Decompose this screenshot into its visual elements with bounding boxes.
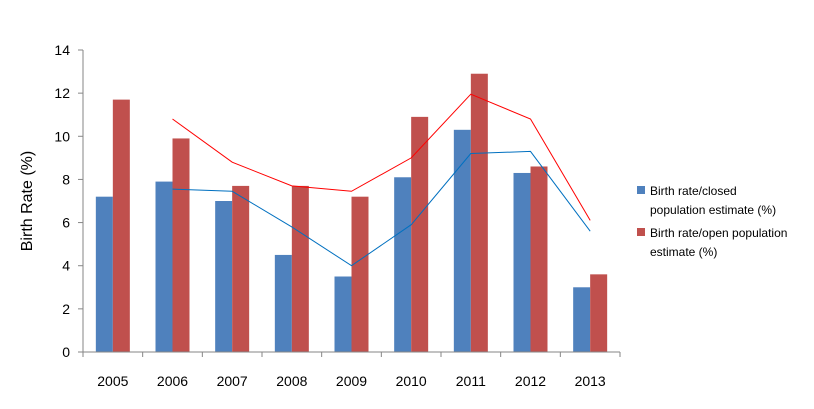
y-axis-title: Birth Rate (%) [19, 151, 36, 251]
x-tick-label: 2006 [157, 373, 188, 389]
legend-label-2: estimate (%) [650, 245, 717, 259]
y-tick-label: 6 [62, 215, 70, 231]
x-tick-label: 2013 [575, 373, 606, 389]
legend-label-1: population estimate (%) [650, 203, 776, 217]
legend: Birth rate/closed population estimate (%)… [637, 184, 787, 259]
bar-series-1-2005 [95, 196, 113, 352]
bars-layer [95, 73, 608, 352]
x-ticks-layer: 2005 2006 2007 2008 2009 2010 2011 2012 2013 [82, 352, 621, 389]
bar-series-1-2013 [573, 287, 591, 352]
legend-label-1: Birth rate/closed [650, 184, 737, 198]
axes-layer [82, 50, 620, 353]
bar-series-2-2008 [291, 185, 309, 352]
bar-series-2-2010 [411, 116, 429, 352]
bar-series-2-2009 [351, 196, 369, 352]
y-tick-label: 8 [62, 171, 70, 187]
bar-series-1-2008 [274, 254, 292, 352]
y-tick-label: 4 [62, 258, 70, 274]
trend-lines-layer [172, 93, 591, 267]
bar-series-2-2012 [530, 166, 548, 352]
y-tick-label: 14 [54, 42, 70, 58]
y-tick-label: 10 [54, 128, 70, 144]
legend-label-2: Birth rate/open population [650, 226, 787, 240]
x-tick-label: 2009 [336, 373, 367, 389]
y-tick-label: 0 [62, 344, 70, 360]
bar-series-2-2006 [172, 138, 190, 352]
trend-line-1 [172, 150, 591, 267]
x-tick-label: 2008 [276, 373, 307, 389]
y-tick-label: 12 [54, 85, 70, 101]
bar-series-1-2009 [334, 276, 352, 352]
bar-series-1-2010 [394, 177, 412, 352]
bar-series-1-2006 [155, 181, 173, 352]
plot-area: 0 2 4 6 8 10 12 14 2005 2006 2007 2008 2009 2010 2011… [54, 42, 621, 389]
y-ticks-layer: 0 2 4 6 8 10 12 14 [54, 42, 83, 360]
legend-swatch-1 [637, 186, 645, 194]
bar-series-2-2013 [590, 274, 608, 352]
bar-series-1-2011 [453, 129, 471, 352]
bar-series-1-2012 [513, 172, 531, 352]
x-tick-label: 2011 [456, 373, 486, 389]
bar-series-2-2011 [470, 73, 488, 352]
x-tick-label: 2005 [97, 373, 128, 389]
trend-line-2 [172, 93, 591, 221]
x-tick-label: 2012 [515, 373, 546, 389]
legend-swatch-2 [637, 228, 645, 236]
y-tick-label: 2 [62, 301, 70, 317]
x-tick-label: 2007 [217, 373, 248, 389]
bar-series-2-2005 [112, 99, 130, 352]
bar-series-2-2007 [232, 185, 250, 352]
bar-series-1-2007 [215, 201, 233, 352]
x-tick-label: 2010 [396, 373, 427, 389]
